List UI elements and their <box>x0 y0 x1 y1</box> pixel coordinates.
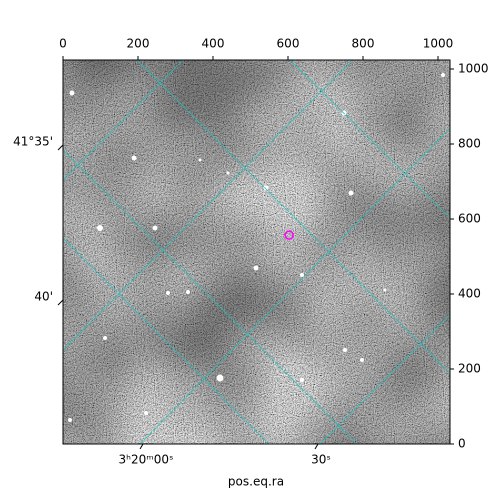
star <box>166 291 170 295</box>
star <box>263 185 269 191</box>
wcs-tick <box>57 144 64 151</box>
wcs-grid-line <box>63 60 354 351</box>
y-tick-label: 1000 <box>458 62 489 76</box>
image <box>63 60 450 444</box>
x-tick-label: 600 <box>277 37 300 51</box>
wcs-grid-line <box>289 60 450 219</box>
wcs-grid-line <box>63 237 270 444</box>
wcs-grid-line <box>136 60 450 374</box>
x-tick-label: 1000 <box>423 37 454 51</box>
x-axis-label: pos.eq.ra <box>228 475 284 489</box>
star <box>97 225 103 231</box>
star <box>103 336 107 340</box>
stars <box>68 73 445 422</box>
x-tick-label: 800 <box>352 37 375 51</box>
wcs-grid <box>63 60 450 444</box>
star <box>216 374 224 382</box>
wcs-grid-line <box>63 149 358 444</box>
star <box>186 290 190 294</box>
wcs-tick <box>57 299 64 306</box>
wcs-grid-line <box>63 60 184 181</box>
star <box>348 190 354 196</box>
y-tick-label: 600 <box>458 212 481 226</box>
wcs-left-label: 41°35' <box>13 135 53 149</box>
star <box>253 265 259 271</box>
star <box>198 158 202 162</box>
x-tick-label: 200 <box>127 37 150 51</box>
y-tick-label: 400 <box>458 287 481 301</box>
wcs-tick <box>139 443 144 450</box>
image-shading <box>63 60 450 444</box>
y-tick-label: 200 <box>458 362 481 376</box>
star <box>152 225 158 231</box>
star <box>226 171 230 175</box>
star <box>144 411 148 415</box>
wcs-bottom-label: 3ʰ20ᵐ00ˢ <box>119 453 174 467</box>
x-tick-label: 0 <box>59 37 67 51</box>
star <box>360 358 364 362</box>
star <box>300 273 304 277</box>
wcs-bottom-label: 30ˢ <box>311 453 331 467</box>
y-tick-label: 800 <box>458 137 481 151</box>
star <box>300 378 304 382</box>
plot-frame <box>62 59 451 445</box>
star <box>69 90 75 96</box>
x-tick-label: 400 <box>202 37 225 51</box>
y-tick-label: 0 <box>458 437 466 451</box>
star <box>441 73 445 77</box>
wcs-grid-line <box>139 127 450 444</box>
star <box>343 348 347 352</box>
marker <box>284 230 294 240</box>
wcs-grid-line <box>319 314 450 444</box>
star <box>68 418 72 422</box>
star <box>383 288 387 292</box>
star <box>131 155 137 161</box>
wcs-tick <box>314 443 319 450</box>
wcs-left-label: 40' <box>34 290 53 304</box>
